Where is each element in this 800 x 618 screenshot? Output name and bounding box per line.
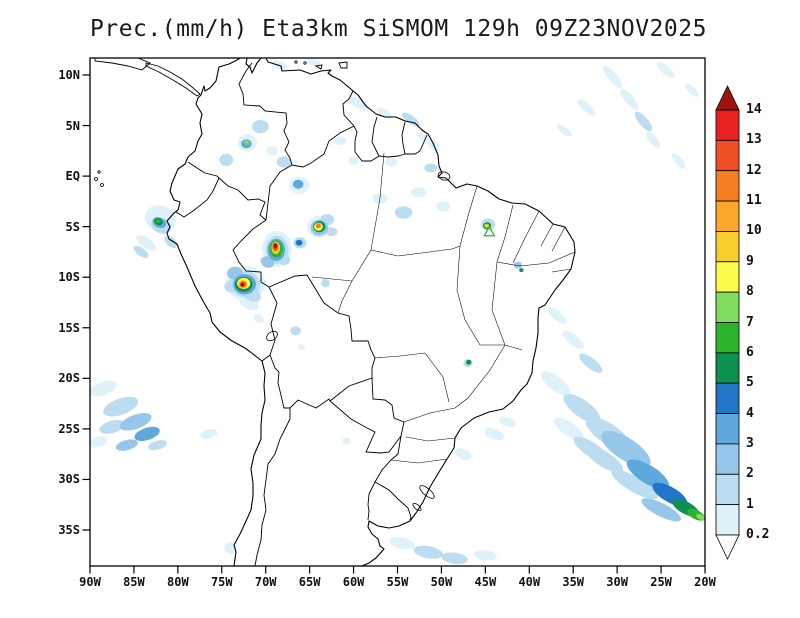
lat-tick-label: 5N (65, 118, 80, 133)
lon-tick-label: 55W (386, 575, 409, 589)
lat-tick-label: 10S (58, 270, 80, 285)
lon-tick-label: 45W (474, 575, 497, 589)
lon-tick-label: 50W (430, 575, 453, 589)
colorbar-label: 11 (746, 193, 762, 209)
colorbar-label: 3 (746, 435, 754, 451)
marker-layer (483, 225, 496, 237)
lon-tick-label: 90W (79, 575, 101, 589)
colorbar-label: 0.2 (746, 527, 770, 542)
lat-tick-label: 15S (58, 320, 80, 335)
lon-tick-label: 60W (342, 575, 365, 589)
lon-tick-label: 75W (210, 575, 233, 589)
coastline-borders-layer (94, 58, 576, 566)
colorbar-label: 5 (746, 375, 754, 391)
colorbar-label: 10 (746, 223, 762, 239)
plot-frame (82, 57, 706, 574)
lon-tick-label: 85W (123, 575, 145, 589)
precip-shading-layer (90, 59, 705, 565)
colorbar-label: 12 (746, 162, 762, 178)
lat-tick-label: 35S (58, 523, 80, 537)
colorbar-label: 2 (746, 466, 754, 482)
lon-tick-label: 80W (167, 575, 189, 589)
lat-tick-label: EQ (65, 169, 80, 184)
lat-tick-label: 30S (58, 472, 80, 487)
colorbar (715, 85, 740, 560)
lon-tick-label: 65W (298, 575, 321, 589)
lat-tick-label: 25S (58, 421, 80, 436)
lat-tick-label: 20S (58, 371, 80, 386)
colorbar-label: 9 (746, 253, 754, 269)
lon-tick-label: 40W (518, 575, 541, 589)
lon-tick-label: 20W (694, 575, 716, 589)
lat-tick-label: 5S (65, 219, 80, 234)
colorbar-label: 6 (746, 344, 754, 360)
colorbar-label: 4 (746, 405, 754, 421)
colorbar-label: 1 (746, 496, 754, 512)
colorbar-label: 13 (746, 132, 762, 148)
lon-tick-label: 30W (606, 575, 628, 589)
lon-tick-label: 25W (650, 575, 672, 589)
lon-tick-label: 35W (562, 575, 585, 589)
colorbar-label: 14 (746, 102, 762, 117)
lon-tick-label: 70W (254, 575, 277, 589)
chart-title: Prec.(mm/h) Eta3km SiSMOM 129h 09Z23NOV2… (90, 16, 707, 42)
colorbar-label: 7 (746, 314, 754, 330)
lat-tick-label: 10N (58, 68, 80, 82)
colorbar-label: 8 (746, 284, 754, 300)
